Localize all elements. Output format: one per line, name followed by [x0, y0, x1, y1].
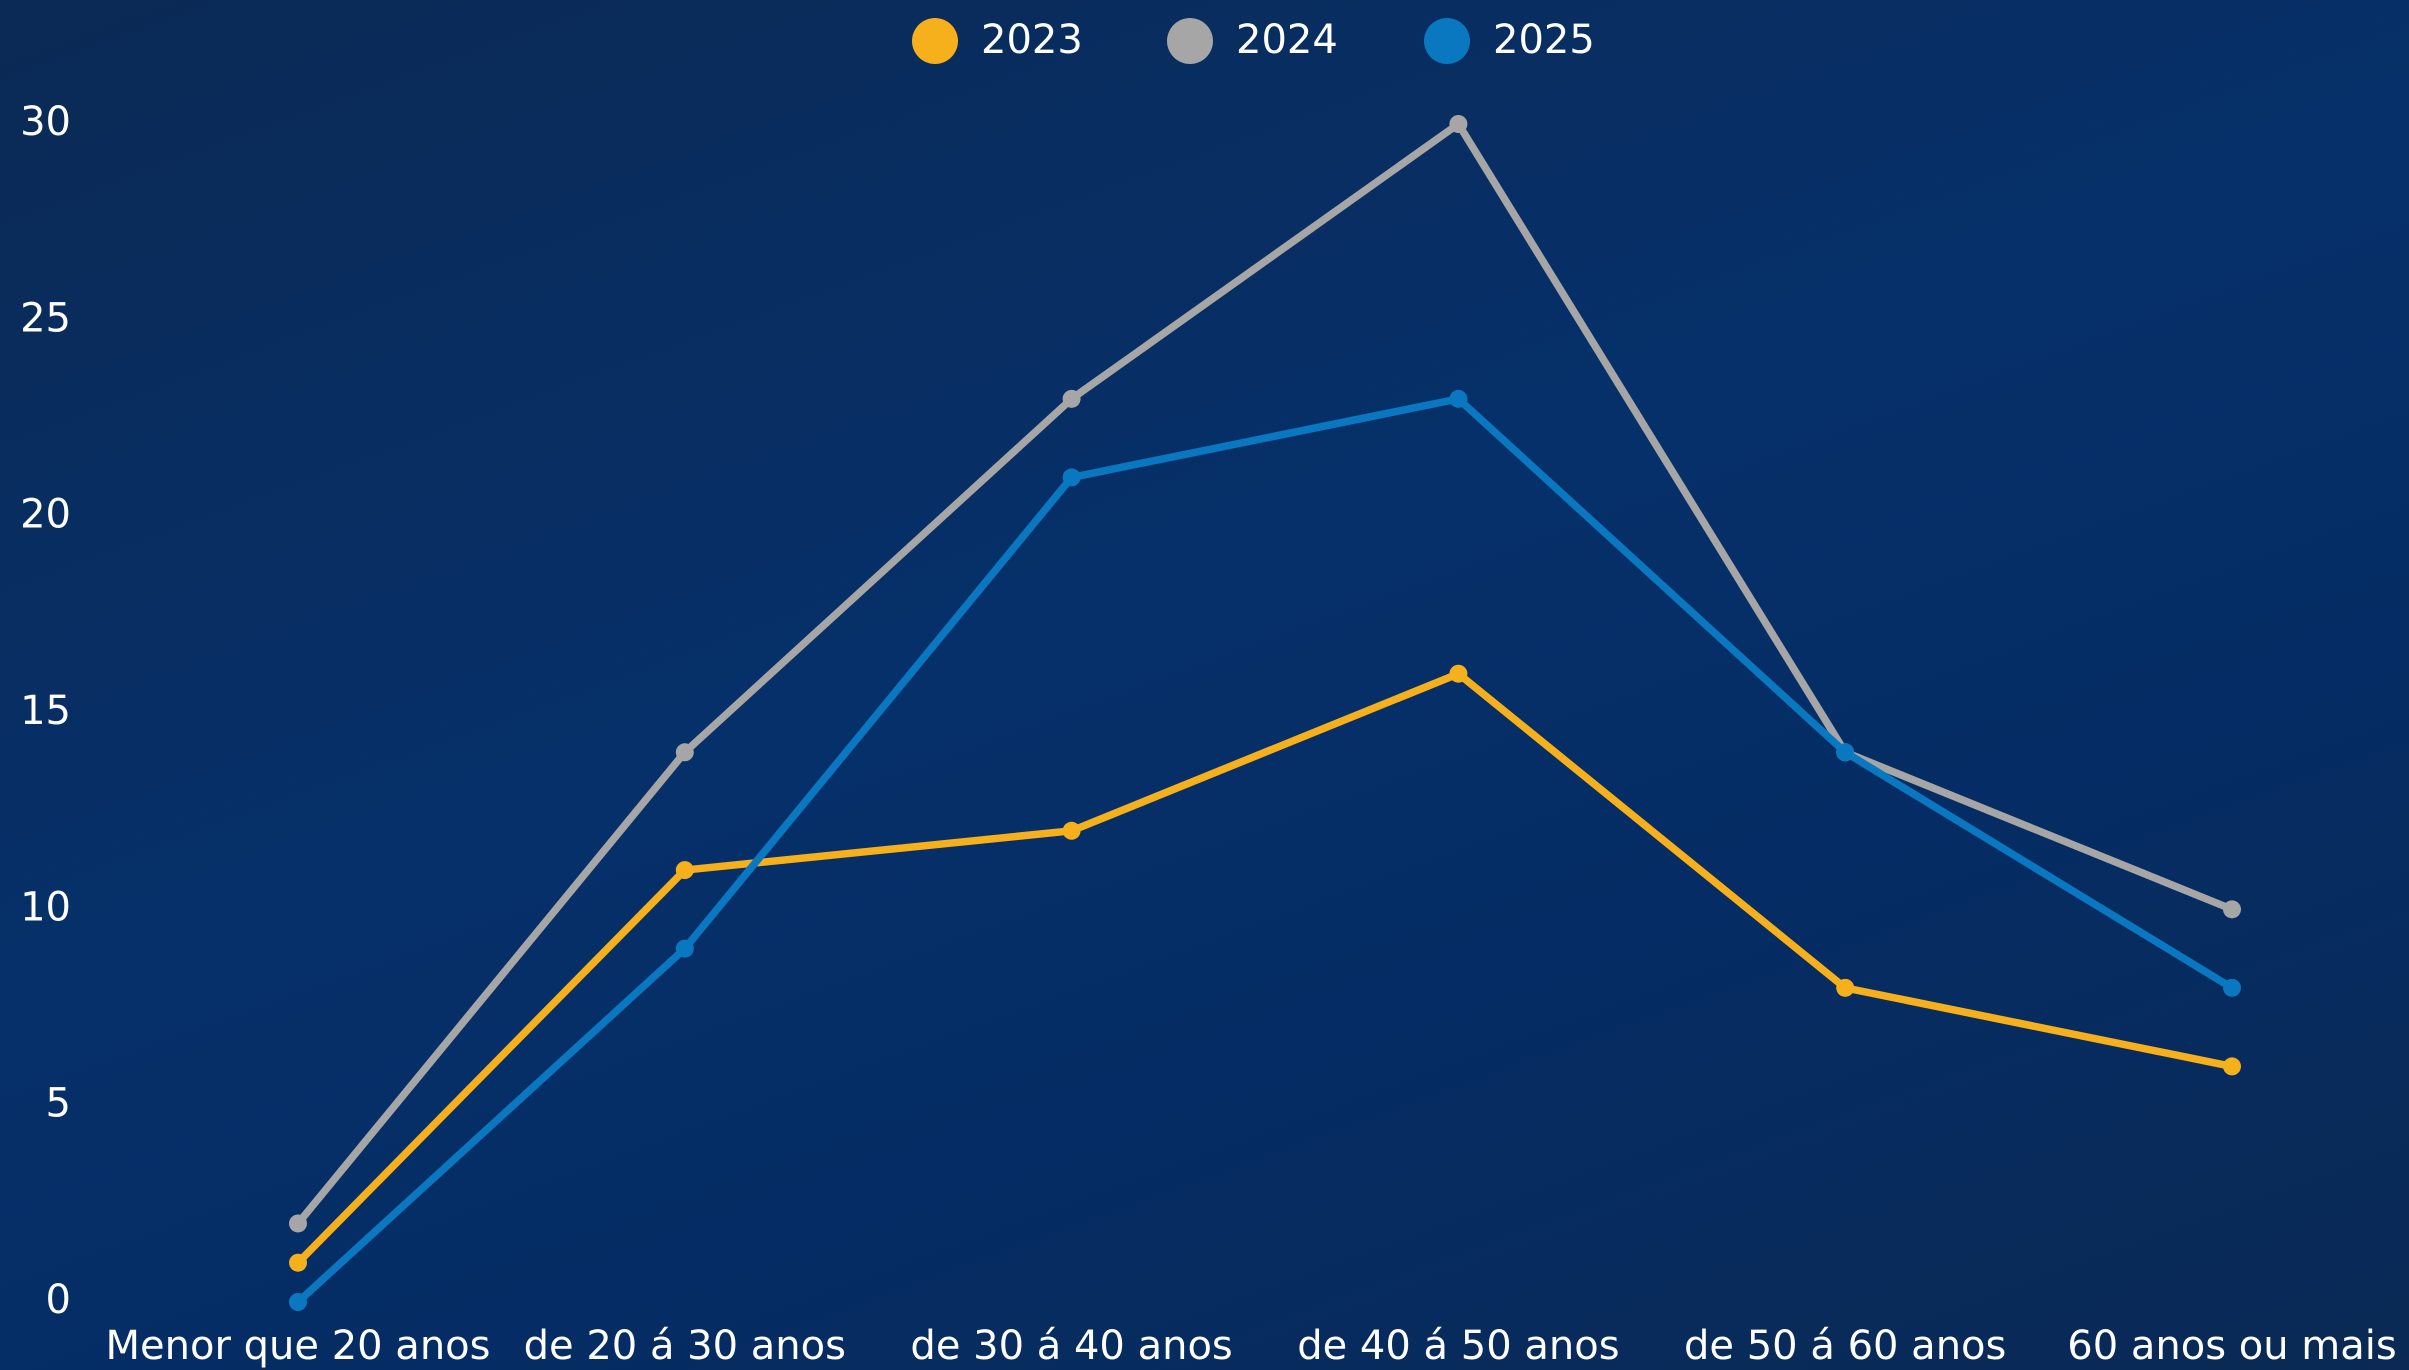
y-tick-label: 20: [20, 492, 71, 538]
point: [1836, 743, 1855, 762]
y-tick-label: 0: [46, 1277, 71, 1323]
point: [1449, 664, 1468, 683]
point: [289, 1253, 307, 1272]
series-line: [295, 120, 2234, 1226]
legend-marker: [1424, 18, 1470, 64]
x-tick-label: de 50 á 60 anos: [1684, 1323, 2006, 1369]
y-tick-label: 30: [20, 99, 71, 145]
point: [675, 939, 694, 958]
y-tick-label: 15: [20, 688, 71, 734]
point: [1449, 389, 1468, 408]
point: [289, 1293, 307, 1311]
legend-label: 2023: [981, 17, 1083, 63]
x-tick-label: de 20 á 30 anos: [524, 1323, 846, 1369]
legend-label: 2024: [1236, 17, 1338, 63]
point: [2223, 900, 2241, 919]
x-tick-label: de 40 á 50 anos: [1297, 1323, 1619, 1369]
point: [1449, 115, 1468, 133]
point: [2223, 978, 2241, 997]
x-tick-label: Menor que 20 anos: [106, 1323, 491, 1369]
legend-marker: [912, 18, 958, 64]
point: [289, 1214, 307, 1233]
point: [1836, 978, 1855, 997]
y-tick-label: 25: [20, 295, 71, 341]
y-tick-label: 10: [20, 884, 71, 930]
x-tick-label: 60 anos ou mais: [2067, 1323, 2396, 1369]
point: [1062, 389, 1081, 408]
point: [675, 861, 694, 880]
point: [675, 743, 694, 762]
point: [2223, 1057, 2241, 1076]
x-tick-label: de 30 á 40 anos: [910, 1323, 1232, 1369]
point: [1062, 468, 1081, 487]
series-line: [295, 395, 2234, 1305]
series-line: [295, 669, 2233, 1266]
y-tick-label: 5: [46, 1081, 71, 1127]
point: [1062, 821, 1081, 840]
legend-marker: [1167, 18, 1213, 64]
legend-label: 2025: [1493, 17, 1595, 63]
